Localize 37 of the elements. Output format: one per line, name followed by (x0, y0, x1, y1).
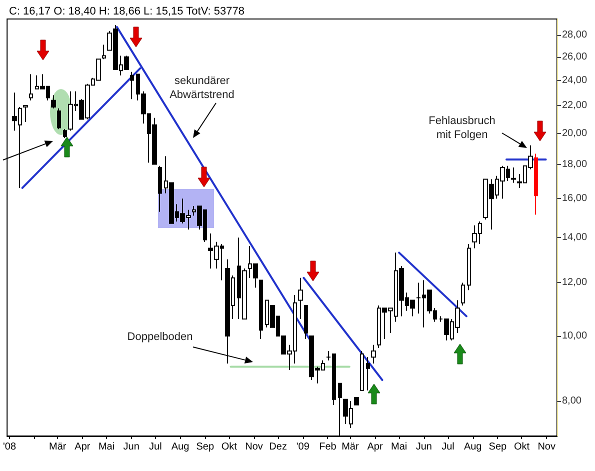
y-tick-label: 14,00 (562, 232, 588, 244)
x-tick-label: Feb (319, 442, 337, 452)
x-tick-label: Jul (149, 442, 162, 452)
y-tick-label: 12,00 (562, 277, 588, 288)
x-tick-label: Mai (391, 442, 408, 452)
x-tick-label: Okt (221, 442, 238, 452)
x-tick-label: Dez (269, 442, 287, 452)
x-tick-label: '08 (2, 442, 16, 452)
y-tick-label: 26,00 (562, 51, 588, 62)
x-tick-label: Jul (442, 442, 454, 452)
y-tick-label: 20,00 (562, 128, 588, 140)
x-tick-label: Jun (416, 442, 432, 452)
y-tick-label: 28,00 (562, 30, 588, 41)
annotation: sekundärer Abwärtstrend (170, 75, 234, 101)
x-tick-label: Aug (464, 442, 482, 452)
x-tick-label: '09 (296, 442, 310, 452)
x-tick-label: Aug (171, 442, 190, 452)
x-tick-label: Apr (367, 442, 384, 452)
x-tick-label: Mai (98, 442, 115, 452)
chart-title: C: 16,17 O: 18,40 H: 18,66 L: 15,15 TotV: 53778 (9, 6, 244, 18)
x-tick-label: Sep (488, 442, 508, 452)
y-tick-label: 22,00 (562, 100, 588, 112)
annotation: Fehlausbruch mit Folgen (428, 115, 496, 141)
x-tick-label: Sep (196, 442, 214, 452)
x-tick-label: Nov (538, 442, 556, 452)
x-tick-label: Mär (48, 442, 67, 452)
y-tick-label: 16,00 (562, 193, 588, 204)
y-tick-label: 8,00 (562, 396, 582, 407)
y-tick-label: 10,00 (562, 330, 588, 342)
y-tick-label: 18,00 (562, 158, 588, 170)
x-tick-label: Okt (514, 442, 530, 452)
x-tick-label: Jun (123, 442, 140, 452)
y-tick-label: 24,00 (562, 74, 588, 86)
x-tick-label: Mär (342, 442, 360, 452)
annotation: Doppelboden (127, 331, 193, 343)
x-tick-label: Apr (74, 442, 91, 452)
x-tick-label: Nov (245, 442, 263, 452)
